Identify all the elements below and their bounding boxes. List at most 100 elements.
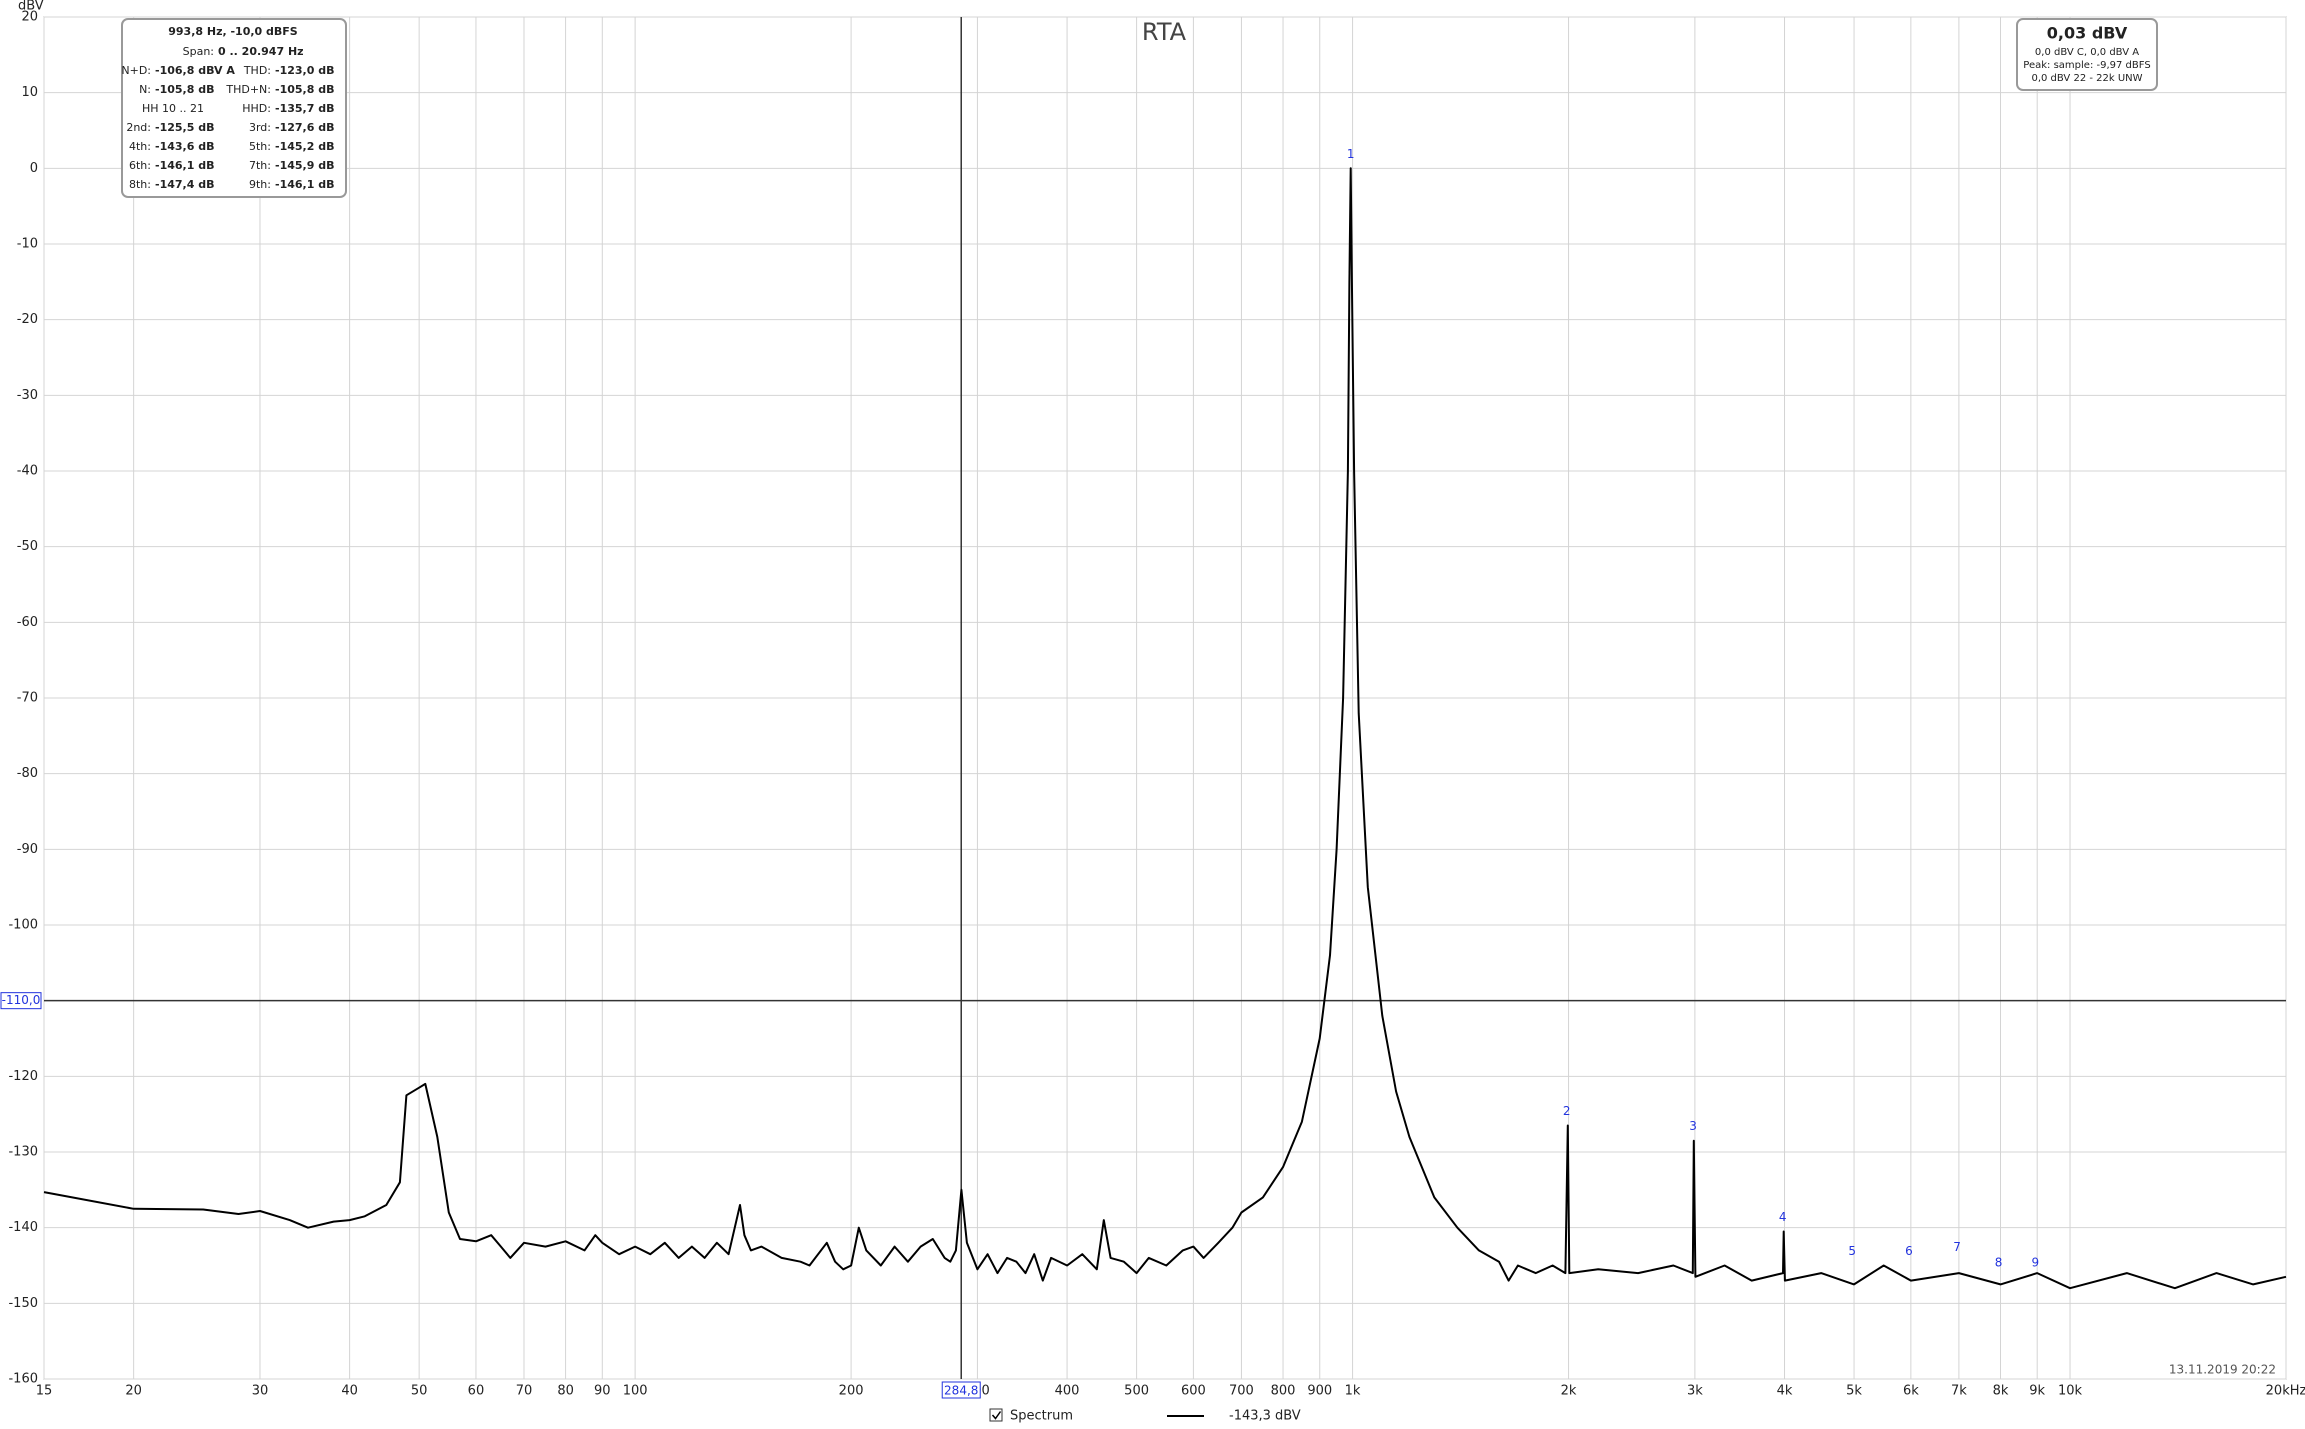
x-tick-label: 600	[1181, 1384, 1206, 1399]
y-tick-label: -70	[17, 691, 38, 706]
y-tick-label: -20	[17, 312, 38, 327]
chart-title: RTA	[1142, 18, 1187, 46]
cursor-x-label: 284,8	[944, 1384, 978, 1398]
level-box: 0,03 dBV 0,0 dBV C, 0,0 dBV A Peak: sampl…	[2016, 18, 2158, 91]
info-value: -146,1 dB	[275, 178, 334, 191]
info-value: -106,8 dBV A	[155, 64, 235, 77]
harmonic-marker: 3	[1689, 1119, 1697, 1133]
info-label: 3rd:	[249, 121, 271, 134]
x-tick-label: 700	[1229, 1384, 1254, 1399]
info-value: -143,6 dB	[155, 140, 214, 153]
info-label: N+D:	[121, 64, 151, 77]
y-tick-label: 0	[30, 161, 38, 176]
x-tick-label: 2k	[1561, 1384, 1577, 1399]
info-value: -145,9 dB	[275, 159, 334, 172]
x-tick-label: 10k	[2058, 1384, 2083, 1399]
cursor-x-box	[941, 1381, 981, 1399]
x-tick-label: 60	[468, 1384, 485, 1399]
info-box-frame	[121, 18, 347, 198]
cursor-y-box	[0, 992, 42, 1010]
harmonic-marker: 4	[1779, 1210, 1787, 1224]
x-tick-label: 9k	[2029, 1384, 2045, 1399]
info-value: -105,8 dB	[155, 83, 214, 96]
y-tick-label: 10	[21, 85, 38, 100]
legend-checkbox[interactable]	[989, 1408, 1003, 1422]
harmonic-marker: 6	[1905, 1244, 1913, 1258]
harmonic-marker: 9	[2032, 1255, 2040, 1269]
info-label: 8th:	[129, 178, 151, 191]
legend: Spectrum -143,3 dBV	[989, 1408, 1301, 1424]
y-tick-label: -130	[8, 1145, 38, 1160]
y-tick-label: -90	[17, 842, 38, 857]
info-value: -105,8 dB	[275, 83, 334, 96]
x-tick-label: 4k	[1777, 1384, 1793, 1399]
x-tick-label: 1k	[1345, 1384, 1361, 1399]
check	[991, 1411, 1002, 1420]
level-line: 0,0 dBV C, 0,0 dBV A	[2035, 47, 2139, 58]
info-title: 993,8 Hz, -10,0 dBFS	[168, 25, 298, 38]
info-label: 7th:	[249, 159, 271, 172]
x-tick-label: 20	[125, 1384, 142, 1399]
x-tick-label: 3k	[1687, 1384, 1703, 1399]
x-tick-label: 80	[557, 1384, 574, 1399]
x-tick-label: 400	[1055, 1384, 1080, 1399]
x-tick-label: 8k	[1993, 1384, 2009, 1399]
y-tick-label: -40	[17, 464, 38, 479]
level-box-frame	[2016, 18, 2158, 91]
y-tick-label: -120	[8, 1069, 38, 1084]
info-label: 5th:	[249, 140, 271, 153]
x-tick-label: 6k	[1903, 1384, 1919, 1399]
info-label: HHD:	[242, 102, 271, 115]
x-tick-label: 20kHz	[2266, 1384, 2305, 1399]
x-tick-label: 5k	[1846, 1384, 1862, 1399]
info-label: THD+N:	[225, 83, 271, 96]
x-tick-label: 100	[623, 1384, 648, 1399]
info-label: HH 10 .. 21	[142, 102, 204, 115]
y-tick-label: -10	[17, 237, 38, 252]
harmonic-marker: 7	[1953, 1240, 1961, 1254]
harmonic-marker: 5	[1848, 1244, 1856, 1258]
x-tick-label: 900	[1307, 1384, 1332, 1399]
y-tick-label: -60	[17, 615, 38, 630]
span-value: 0 .. 20.947 Hz	[218, 45, 304, 58]
timestamp: 13.11.2019 20:22	[2169, 1363, 2276, 1377]
info-value: -135,7 dB	[275, 102, 334, 115]
x-tick-label: 500	[1124, 1384, 1149, 1399]
x-tick-label: 200	[839, 1384, 864, 1399]
y-tick-label: -160	[8, 1372, 38, 1387]
y-tick-label: -150	[8, 1296, 38, 1311]
x-tick-label: 70	[516, 1384, 533, 1399]
x-tick-label: 15	[36, 1384, 53, 1399]
x-tick-label: 40	[341, 1384, 358, 1399]
harmonic-marker: 8	[1995, 1255, 2003, 1269]
legend-value: -143,3 dBV	[1229, 1409, 1301, 1424]
y-tick-label: -50	[17, 539, 38, 554]
info-label: 4th:	[129, 140, 151, 153]
y-tick-label: -140	[8, 1220, 38, 1235]
info-value: -145,2 dB	[275, 140, 334, 153]
info-box: 993,8 Hz, -10,0 dBFS Span: 0 .. 20.947 H…	[121, 18, 347, 198]
level-line: 0,0 dBV 22 - 22k UNW	[2031, 73, 2142, 84]
info-label: 9th:	[249, 178, 271, 191]
x-tick-label: 90	[594, 1384, 611, 1399]
grid	[43, 16, 2287, 1380]
info-value: -146,1 dB	[155, 159, 214, 172]
y-tick-label: -30	[17, 388, 38, 403]
x-tick-label: 7k	[1951, 1384, 1967, 1399]
y-tick-label: 20	[21, 10, 38, 25]
y-tick-label: -80	[17, 766, 38, 781]
y-tick-label: -100	[8, 918, 38, 933]
cursor-y-label: -110,0	[2, 993, 41, 1007]
level-main: 0,03 dBV	[2047, 24, 2128, 43]
y-axis-label: dBV	[18, 0, 44, 14]
info-value: -123,0 dB	[275, 64, 334, 77]
x-tick-label: 800	[1271, 1384, 1296, 1399]
harmonic-marker: 1	[1347, 147, 1355, 161]
info-label: 6th:	[129, 159, 151, 172]
span-label: Span:	[183, 45, 214, 58]
info-value: -125,5 dB	[155, 121, 214, 134]
info-value: -127,6 dB	[275, 121, 334, 134]
x-tick-label: 50	[411, 1384, 428, 1399]
info-label: N:	[139, 83, 151, 96]
